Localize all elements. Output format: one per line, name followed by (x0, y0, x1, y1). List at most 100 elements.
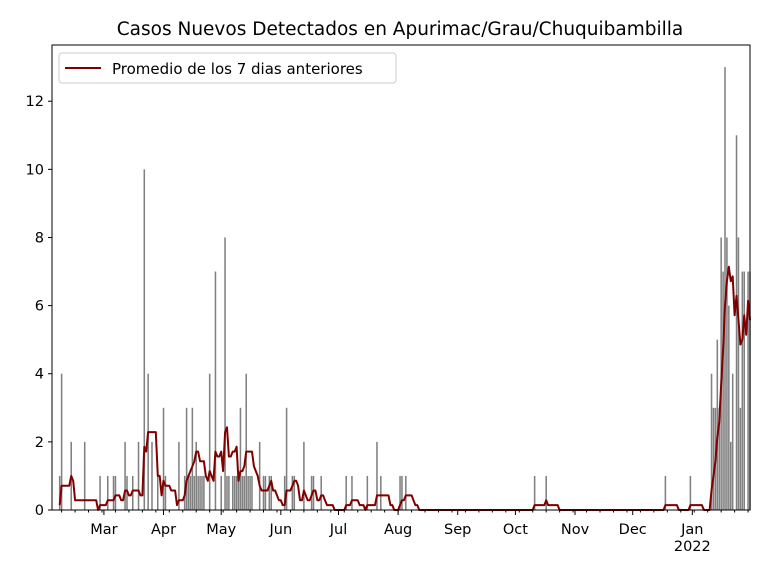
x-tick-label: May (206, 522, 236, 538)
bar (193, 475, 196, 510)
bar (185, 407, 188, 510)
y-tick-label: 12 (26, 94, 44, 110)
bar (716, 339, 719, 510)
bar (106, 475, 109, 510)
bar (178, 441, 180, 510)
bar (243, 475, 246, 510)
bar (114, 475, 117, 510)
bar (249, 475, 251, 510)
bar (203, 475, 205, 510)
legend: Promedio de los 7 dias anteriores (58, 52, 397, 84)
bar (199, 475, 201, 510)
bar (283, 475, 286, 510)
bar (735, 135, 738, 510)
bar (689, 475, 692, 510)
bar (224, 237, 226, 510)
bar (737, 237, 740, 510)
x-tick-label: Nov (561, 522, 590, 538)
x-tick-label: Mar (90, 522, 117, 538)
bar (164, 475, 167, 510)
bar (401, 475, 403, 510)
legend-box (58, 52, 397, 84)
bar (366, 475, 369, 510)
bar (241, 475, 244, 510)
bar (187, 475, 190, 510)
y-tick-label: 0 (35, 503, 44, 519)
bar (533, 475, 536, 510)
bar (726, 237, 728, 510)
x-tick-label: 2022 (674, 539, 711, 555)
bar (268, 475, 271, 510)
bar (270, 475, 272, 510)
x-tick-label: Jul (329, 522, 348, 538)
bar (405, 475, 407, 510)
bar (143, 169, 146, 511)
bar (380, 475, 382, 510)
bar (214, 271, 217, 510)
bar (208, 373, 211, 510)
bar (293, 475, 296, 510)
bar (195, 441, 197, 510)
y-tick-label: 4 (35, 367, 44, 383)
y-tick-label: 10 (26, 162, 44, 178)
bar (712, 407, 715, 510)
bar (220, 475, 222, 510)
chart-title: Casos Nuevos Detectados en Apurimac/Grau… (117, 19, 684, 40)
bar (251, 475, 253, 510)
bar (189, 475, 192, 510)
bar (741, 271, 744, 510)
x-tick-label: Oct (503, 522, 528, 538)
bar (351, 475, 353, 510)
bar (137, 441, 140, 510)
bar (124, 441, 126, 510)
bar (233, 475, 236, 510)
bar (197, 475, 199, 510)
bar (112, 475, 115, 510)
x-tick-label: Jun (268, 522, 292, 538)
bar (291, 475, 294, 510)
bar (60, 373, 63, 510)
bar (239, 407, 242, 510)
bar (226, 475, 228, 510)
bar (664, 475, 667, 510)
bar (731, 373, 734, 510)
bar (345, 475, 347, 510)
bar (245, 373, 247, 510)
bar (728, 305, 730, 510)
bar (262, 475, 265, 510)
bar (228, 475, 230, 510)
legend-label: Promedio de los 7 dias anteriores (112, 60, 363, 78)
y-tick-label: 8 (35, 230, 44, 246)
bar (83, 441, 86, 510)
bar (201, 475, 203, 510)
bar (320, 475, 322, 510)
bar (99, 475, 101, 510)
x-tick-label: Dec (619, 522, 647, 538)
bar (237, 475, 240, 510)
bars (58, 67, 751, 511)
x-tick-label: Jan (680, 522, 703, 538)
bar (303, 441, 305, 510)
bar (722, 271, 724, 510)
y-tick-label: 2 (35, 435, 44, 451)
bar (258, 441, 261, 510)
bar (285, 407, 288, 510)
bar (231, 475, 234, 510)
bar (235, 475, 238, 510)
bar (747, 271, 749, 510)
bar (718, 407, 721, 510)
bar (151, 441, 153, 510)
x-tick-label: Aug (384, 522, 412, 538)
bar (156, 475, 159, 510)
bar (545, 475, 547, 510)
y-axis: 0 2 4 6 8 10 12 (26, 94, 52, 519)
x-tick-label: Apr (151, 522, 176, 538)
bar (376, 441, 378, 510)
bar (162, 407, 165, 510)
plot-frame (51, 44, 751, 511)
bar (743, 271, 746, 510)
bar (247, 475, 249, 510)
bar (724, 67, 726, 511)
